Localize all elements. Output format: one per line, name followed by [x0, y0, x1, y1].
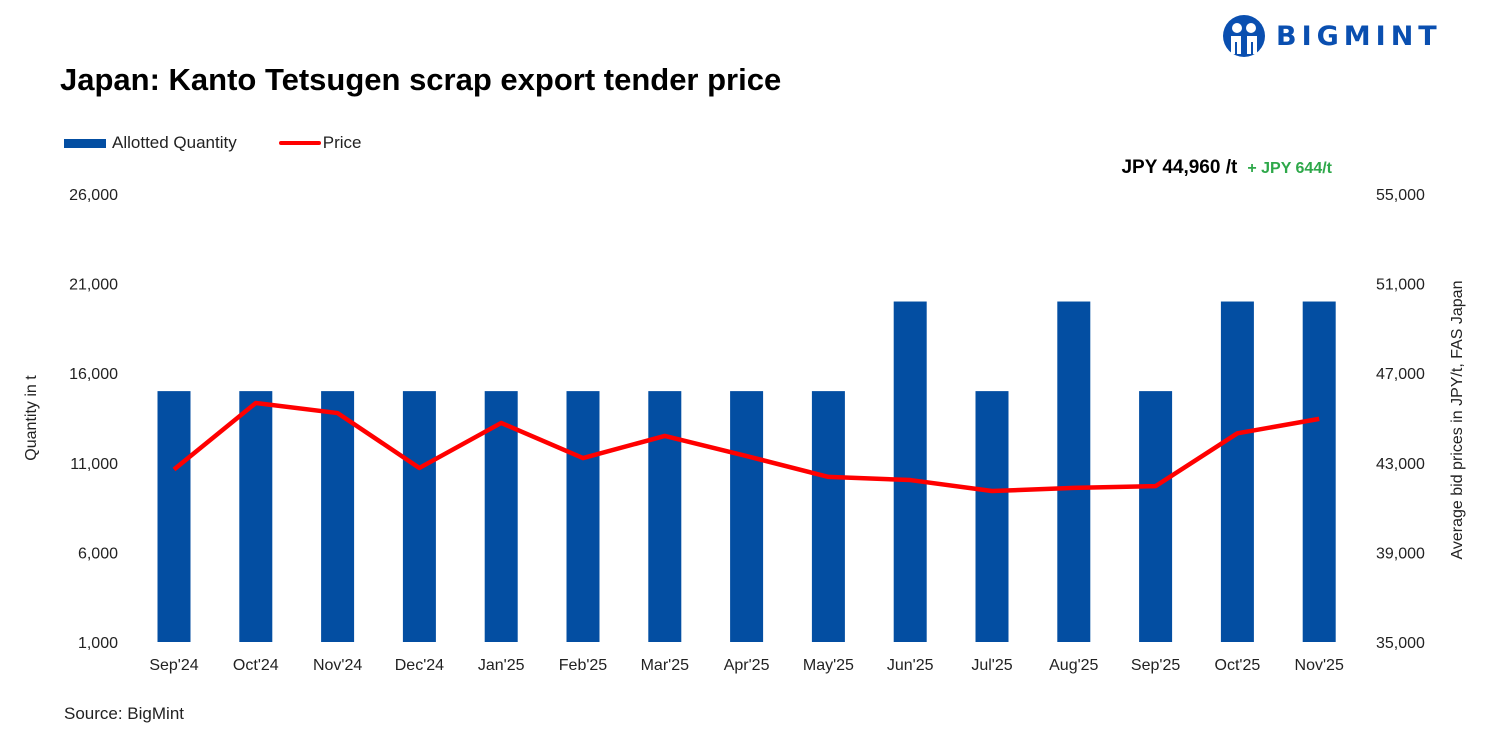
- source-note: Source: BigMint: [64, 704, 184, 723]
- legend-swatch-line: [278, 141, 321, 145]
- bar-Aug'25: [1057, 301, 1091, 642]
- bar-Sep'24: [157, 391, 191, 642]
- bar-Nov'24: [321, 391, 355, 642]
- x-tick-label: Jul'25: [971, 657, 1012, 674]
- x-tick-label: Nov'24: [313, 657, 362, 674]
- chart-title: Japan: Kanto Tetsugen scrap export tende…: [60, 62, 782, 97]
- legend-swatch-bar: [64, 138, 106, 148]
- x-tick-label: Nov'25: [1295, 657, 1344, 674]
- right-tick-label: 55,000: [1376, 187, 1425, 204]
- x-tick-label: Feb'25: [559, 657, 608, 674]
- right-tick-label: 35,000: [1376, 635, 1425, 652]
- bar-Dec'24: [402, 391, 436, 642]
- bar-Oct'24: [239, 391, 273, 642]
- right-tick-label: 43,000: [1376, 456, 1425, 473]
- x-tick-label: May'25: [803, 657, 854, 674]
- x-tick-label: Oct'24: [233, 657, 279, 674]
- bar-May'25: [811, 391, 845, 642]
- x-tick-label: Aug'25: [1049, 657, 1098, 674]
- left-axis-label: Quantity in t: [23, 375, 40, 461]
- bar-Jul'25: [975, 391, 1009, 642]
- bar-Oct'25: [1220, 301, 1254, 642]
- x-tick-label: Sep'24: [149, 657, 198, 674]
- bigmint-logo: BIGMINT: [1222, 14, 1442, 58]
- bar-Mar'25: [648, 391, 682, 642]
- left-tick-label: 11,000: [70, 456, 118, 473]
- x-tick-label: Apr'25: [724, 657, 770, 674]
- left-tick-label: 1,000: [78, 635, 118, 652]
- x-tick-label: Jun'25: [887, 657, 934, 674]
- bar-Jan'25: [484, 391, 518, 642]
- logo-text: BIGMINT: [1276, 20, 1442, 52]
- x-tick-label: Jan'25: [478, 657, 525, 674]
- logo-icon: [1223, 15, 1265, 57]
- bar-Nov'25: [1302, 301, 1336, 642]
- right-tick-label: 47,000: [1376, 366, 1425, 383]
- x-tick-label: Mar'25: [641, 657, 690, 674]
- legend-label-price: Price: [322, 133, 362, 152]
- price-annotation: JPY 44,960 /t + JPY 644/t: [1121, 157, 1332, 179]
- left-tick-label: 26,000: [69, 187, 118, 204]
- right-tick-label: 39,000: [1376, 545, 1425, 562]
- bar-Feb'25: [566, 391, 600, 642]
- x-tick-label: Sep'25: [1131, 657, 1180, 674]
- legend: Allotted Quantity Price: [64, 133, 361, 153]
- left-tick-label: 16,000: [69, 366, 118, 383]
- left-tick-label: 6,000: [78, 545, 118, 562]
- bar-Jun'25: [893, 301, 927, 642]
- price-change: + JPY 644/t: [1247, 160, 1332, 177]
- legend-label-quantity: Allotted Quantity: [112, 133, 237, 152]
- left-tick-label: 21,000: [69, 277, 118, 294]
- right-axis-label: Average bid prices in JPY/t, FAS Japan: [1449, 281, 1466, 560]
- bar-Sep'25: [1139, 391, 1173, 642]
- x-tick-label: Dec'24: [395, 657, 444, 674]
- latest-price: JPY 44,960 /t: [1121, 157, 1238, 178]
- right-tick-label: 51,000: [1376, 277, 1425, 294]
- bar-Apr'25: [730, 391, 764, 642]
- x-tick-label: Oct'25: [1215, 657, 1261, 674]
